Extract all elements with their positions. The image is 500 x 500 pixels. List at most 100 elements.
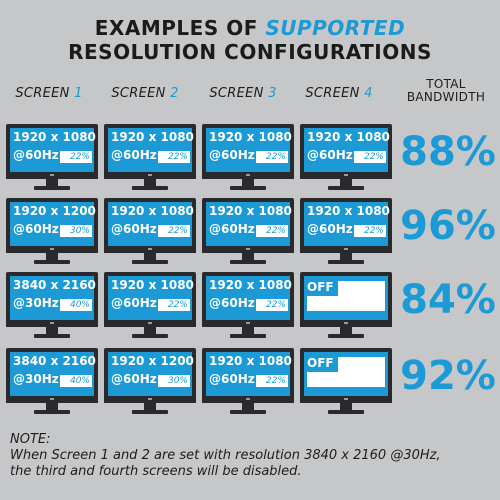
monitor-chin [6, 172, 98, 179]
monitor-stand-neck [340, 327, 352, 334]
resolution-label: 3840 x 2160 [13, 278, 96, 292]
monitor-stand-base [230, 410, 266, 414]
monitor-stand-neck [340, 253, 352, 260]
refresh-rate-label: @60Hz [111, 222, 157, 236]
monitor-stand-base [34, 260, 70, 264]
monitor-screen: OFF [304, 276, 388, 320]
monitor-chin [202, 320, 294, 327]
bandwidth-share-badge: 22% [158, 299, 190, 311]
resolution-label: 1920 x 1080 [209, 204, 292, 218]
monitor-chin [6, 320, 98, 327]
bandwidth-share-badge: 22% [256, 375, 288, 387]
resolution-label: 1920 x 1200 [111, 354, 194, 368]
monitor-screen: 1920 x 1080 @60Hz 22% [304, 128, 390, 172]
monitor-stand-neck [242, 179, 254, 186]
screen-off-panel [307, 372, 385, 387]
refresh-rate-label: @60Hz [209, 372, 255, 386]
monitor-stand-base [328, 334, 364, 338]
title-prefix: EXAMPLES OF [94, 16, 266, 40]
monitor-stand-neck [46, 327, 58, 334]
monitor-stand-base [230, 334, 266, 338]
monitor-r2-screen-3: 1920 x 1080 @60Hz 22% [202, 198, 294, 267]
monitor-stand-base [328, 410, 364, 414]
monitor-stand-neck [144, 327, 156, 334]
note-line-1: When Screen 1 and 2 are set with resolut… [10, 448, 441, 463]
bandwidth-share-badge: 40% [60, 299, 92, 311]
monitor-r1-screen-3: 1920 x 1080 @60Hz 22% [202, 124, 294, 193]
bandwidth-share-badge: 22% [256, 151, 288, 163]
monitor-r1-screen-2: 1920 x 1080 @60Hz 22% [104, 124, 196, 193]
monitor-r3-screen-4: OFF [300, 272, 392, 341]
bandwidth-share-badge: 22% [354, 151, 386, 163]
screen-off-label: OFF [307, 356, 334, 370]
monitor-r4-screen-1: 3840 x 2160 @30Hz 40% [6, 348, 98, 417]
monitor-chin [104, 246, 196, 253]
refresh-rate-label: @30Hz [13, 372, 59, 386]
monitor-chin [202, 396, 294, 403]
refresh-rate-label: @60Hz [307, 222, 353, 236]
monitor-r3-screen-2: 1920 x 1080 @60Hz 22% [104, 272, 196, 341]
monitor-stand-base [230, 260, 266, 264]
monitor-r3-screen-3: 1920 x 1080 @60Hz 22% [202, 272, 294, 341]
monitor-chin [202, 246, 294, 253]
resolution-label: 1920 x 1080 [209, 278, 292, 292]
screen-off-panel [338, 281, 385, 296]
monitor-stand-base [132, 260, 168, 264]
monitor-r1-screen-4: 1920 x 1080 @60Hz 22% [300, 124, 392, 193]
monitor-chin [6, 246, 98, 253]
monitor-stand-neck [46, 253, 58, 260]
monitor-stand-base [34, 334, 70, 338]
monitor-screen: 1920 x 1080 @60Hz 22% [206, 202, 292, 246]
monitor-screen: 1920 x 1080 @60Hz 22% [304, 202, 390, 246]
monitor-stand-base [230, 186, 266, 190]
refresh-rate-label: @60Hz [111, 148, 157, 162]
monitor-stand-neck [144, 403, 156, 410]
monitor-chin [300, 172, 392, 179]
bandwidth-share-badge: 30% [60, 225, 92, 237]
refresh-rate-label: @60Hz [307, 148, 353, 162]
screen-off-panel [307, 296, 385, 311]
column-header-screen-2: SCREEN 2 [111, 86, 179, 101]
refresh-rate-label: @60Hz [111, 372, 157, 386]
refresh-rate-label: @30Hz [13, 296, 59, 310]
monitor-screen: 1920 x 1080 @60Hz 22% [206, 352, 292, 396]
total-bandwidth-row-1: 88% [400, 129, 496, 175]
monitor-stand-neck [242, 253, 254, 260]
monitor-stand-neck [144, 179, 156, 186]
monitor-stand-base [132, 410, 168, 414]
monitor-screen: 1920 x 1200 @60Hz 30% [108, 352, 194, 396]
bandwidth-share-badge: 22% [60, 151, 92, 163]
refresh-rate-label: @60Hz [209, 148, 255, 162]
bandwidth-share-badge: 22% [354, 225, 386, 237]
monitor-stand-neck [46, 179, 58, 186]
monitor-chin [104, 396, 196, 403]
monitor-screen: 1920 x 1080 @60Hz 22% [108, 202, 194, 246]
total-bandwidth-row-2: 96% [400, 203, 496, 249]
bandwidth-share-badge: 22% [256, 299, 288, 311]
monitor-chin [300, 246, 392, 253]
total-bandwidth-row-3: 84% [400, 277, 496, 323]
monitor-r3-screen-1: 3840 x 2160 @30Hz 40% [6, 272, 98, 341]
monitor-chin [104, 172, 196, 179]
refresh-rate-label: @60Hz [209, 222, 255, 236]
monitor-screen: 1920 x 1080 @60Hz 22% [10, 128, 96, 172]
monitor-r4-screen-2: 1920 x 1200 @60Hz 30% [104, 348, 196, 417]
monitor-r2-screen-2: 1920 x 1080 @60Hz 22% [104, 198, 196, 267]
monitor-chin [202, 172, 294, 179]
monitor-r2-screen-1: 1920 x 1200 @60Hz 30% [6, 198, 98, 267]
bandwidth-share-badge: 22% [158, 151, 190, 163]
refresh-rate-label: @60Hz [111, 296, 157, 310]
note-text: When Screen 1 and 2 are set with resolut… [10, 448, 494, 480]
resolution-label: 3840 x 2160 [13, 354, 96, 368]
resolution-label: 1920 x 1080 [13, 130, 96, 144]
monitor-stand-base [132, 334, 168, 338]
page-title-line-1: EXAMPLES OF SUPPORTED [0, 16, 500, 40]
column-header-total-bandwidth: TOTAL BANDWIDTH [406, 77, 486, 104]
refresh-rate-label: @60Hz [13, 148, 59, 162]
refresh-rate-label: @60Hz [209, 296, 255, 310]
bandwidth-share-badge: 22% [256, 225, 288, 237]
resolution-label: 1920 x 1080 [307, 130, 390, 144]
resolution-label: 1920 x 1080 [209, 354, 292, 368]
resolution-label: 1920 x 1080 [111, 278, 194, 292]
monitor-r4-screen-4: OFF [300, 348, 392, 417]
